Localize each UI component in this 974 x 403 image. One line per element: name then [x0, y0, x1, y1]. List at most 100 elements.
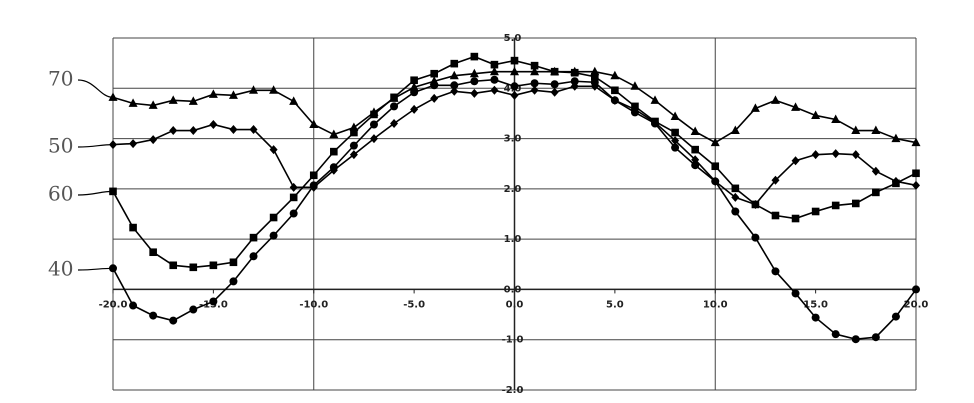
point: [711, 162, 720, 171]
point: [390, 93, 398, 102]
point: [770, 95, 780, 104]
point: [490, 75, 499, 84]
point: [229, 125, 238, 135]
point: [470, 77, 479, 86]
point: [651, 119, 660, 128]
point: [129, 301, 138, 310]
point: [630, 81, 640, 90]
point: [168, 95, 178, 104]
point: [410, 104, 419, 114]
point: [128, 98, 138, 107]
leader-line: [77, 144, 114, 148]
point: [771, 267, 780, 276]
point: [249, 85, 259, 94]
point: [671, 136, 680, 146]
point: [691, 161, 700, 170]
point: [791, 214, 800, 223]
point: [209, 297, 218, 306]
y-tick-label: 0.0: [504, 284, 522, 295]
point: [309, 171, 318, 180]
point: [851, 125, 861, 135]
point: [711, 177, 720, 186]
point: [269, 213, 278, 222]
point: [249, 233, 258, 242]
x-tick-label: 0.0: [506, 299, 524, 310]
point: [188, 96, 198, 105]
point: [530, 66, 540, 76]
point: [329, 129, 339, 139]
point: [591, 72, 599, 81]
point: [831, 201, 840, 210]
point: [851, 199, 860, 208]
point: [731, 192, 740, 202]
point: [149, 135, 158, 145]
point: [570, 77, 579, 86]
point: [350, 128, 358, 137]
point: [470, 88, 479, 98]
series-label: 60: [48, 182, 73, 206]
leader-line: [77, 79, 114, 98]
point: [550, 87, 559, 97]
point: [650, 95, 660, 104]
point: [510, 90, 519, 100]
point: [750, 103, 760, 112]
x-tick-label: 15.0: [803, 299, 828, 310]
point: [289, 209, 298, 218]
point: [228, 90, 238, 99]
point: [530, 79, 539, 88]
point: [330, 147, 338, 156]
y-tick-label: 5.0: [504, 33, 522, 44]
point: [730, 125, 740, 135]
point: [189, 263, 198, 272]
point: [169, 261, 178, 270]
point: [289, 193, 298, 202]
point: [490, 85, 499, 95]
point: [912, 285, 920, 294]
y-tick-label: 3.0: [504, 134, 522, 145]
point: [450, 81, 459, 90]
point: [791, 102, 801, 111]
point: [108, 92, 118, 101]
point: [490, 60, 499, 69]
point: [510, 66, 519, 76]
x-tick-label: -20.0: [99, 299, 128, 310]
point: [289, 96, 299, 105]
point: [530, 61, 539, 70]
y-tick-label: -2.0: [502, 385, 524, 396]
point: [510, 82, 519, 91]
point: [731, 207, 740, 216]
point: [370, 110, 378, 119]
point: [169, 126, 178, 136]
point: [630, 108, 639, 117]
point: [611, 86, 619, 95]
point: [510, 56, 519, 65]
point: [229, 258, 238, 267]
point: [811, 110, 821, 119]
point: [871, 333, 880, 342]
x-tick-label: 5.0: [606, 299, 624, 310]
point: [430, 93, 439, 103]
y-tick-label: 2.0: [504, 184, 522, 195]
point: [189, 305, 198, 314]
point: [912, 180, 920, 190]
point: [148, 100, 158, 109]
point: [891, 133, 901, 143]
point: [811, 150, 820, 160]
point: [670, 111, 680, 120]
leader-line: [77, 267, 114, 271]
point: [449, 70, 459, 80]
point: [771, 175, 780, 185]
point: [871, 166, 880, 176]
y-tick-label: 1.0: [504, 234, 522, 245]
point: [149, 248, 157, 257]
point: [631, 102, 639, 111]
point: [751, 200, 760, 209]
point: [430, 81, 439, 90]
point: [872, 188, 880, 197]
point: [430, 69, 438, 78]
point: [851, 150, 860, 160]
point: [530, 85, 539, 95]
y-tick-label: -1.0: [502, 335, 524, 346]
point: [851, 335, 860, 344]
x-tick-label: -10.0: [299, 299, 328, 310]
